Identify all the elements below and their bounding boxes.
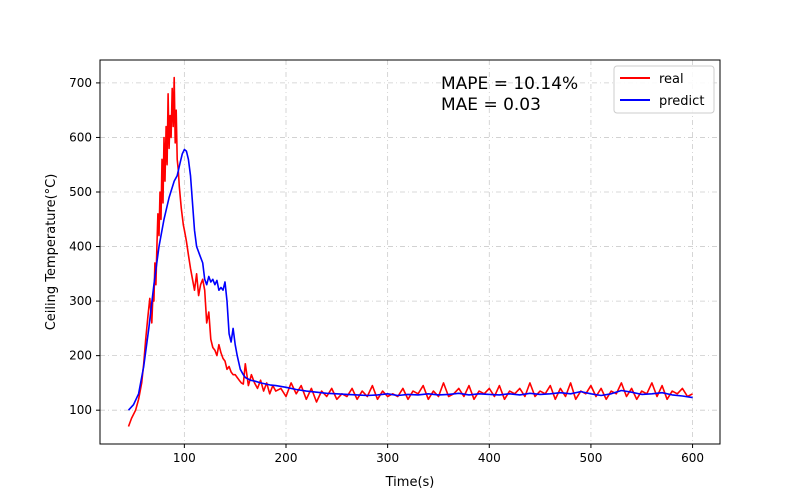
mape-annotation: MAPE = 10.14% [441, 74, 578, 94]
y-tick-label: 400 [69, 240, 92, 254]
x-tick-label: 300 [376, 451, 399, 465]
x-tick-label: 200 [275, 451, 298, 465]
legend: real predict [613, 65, 715, 114]
y-tick-label: 500 [69, 185, 92, 199]
y-tick-label: 300 [69, 294, 92, 308]
y-tick-label: 700 [69, 76, 92, 90]
grid-lines [100, 60, 720, 444]
y-tick-label: 200 [69, 349, 92, 363]
legend-label-predict: predict [659, 94, 704, 109]
series-line-predict [127, 148, 693, 411]
plot-frame [99, 59, 721, 445]
y-tick-label: 600 [69, 130, 92, 144]
y-tick-label: 100 [69, 403, 92, 417]
x-tick-label: 500 [579, 451, 602, 465]
mae-annotation: MAE = 0.03 [441, 95, 541, 115]
x-tick-label: 400 [478, 451, 501, 465]
y-axis-label: Ceiling Temperature(°C) [44, 174, 59, 331]
legend-label-real: real [659, 72, 684, 87]
series-line-real [127, 76, 693, 427]
series-layer [127, 76, 693, 427]
x-tick-label: 100 [173, 451, 196, 465]
x-axis-label: Time(s) [385, 475, 435, 490]
x-tick-label: 600 [681, 451, 704, 465]
axis-ticks: 100 200 300 400 500 600 100 200 300 400 500 600 700 [69, 76, 704, 465]
